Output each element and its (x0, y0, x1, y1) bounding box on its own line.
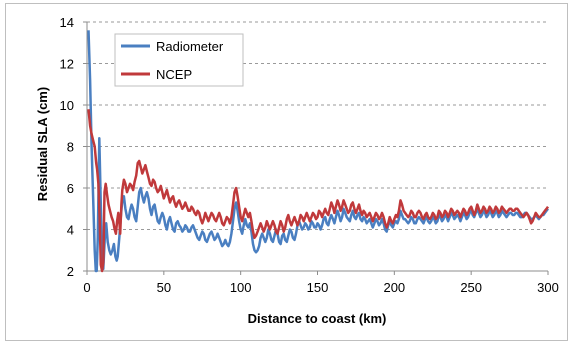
x-tick-label-250: 250 (460, 280, 482, 295)
y-tick-label-6: 6 (67, 181, 74, 196)
legend-label-ncep: NCEP (156, 67, 192, 82)
x-axis-title: Distance to coast (km) (248, 311, 387, 326)
y-tick-labels: 2 4 6 8 10 12 14 (60, 15, 87, 279)
x-tick-label-100: 100 (230, 280, 252, 295)
x-tick-label-0: 0 (83, 280, 90, 295)
x-tick-label-150: 150 (307, 280, 329, 295)
y-tick-label-14: 14 (60, 15, 74, 30)
x-tick-label-300: 300 (537, 280, 559, 295)
y-tick-label-10: 10 (60, 98, 74, 113)
x-tick-label-200: 200 (383, 280, 405, 295)
x-tick-label-50: 50 (157, 280, 171, 295)
y-tick-label-12: 12 (60, 57, 74, 72)
legend-label-radiometer: Radiometer (156, 39, 224, 54)
y-tick-label-8: 8 (67, 140, 74, 155)
x-tick-labels: 0 50 100 150 200 250 300 (83, 271, 559, 295)
series-layer (87, 30, 550, 273)
gridlines (87, 21, 548, 230)
series-line-ncep (87, 109, 550, 273)
y-axis-title: Residual SLA (cm) (35, 87, 50, 201)
legend-box (114, 33, 244, 87)
y-tick-label-4: 4 (67, 223, 74, 238)
series-line-radiometer (87, 30, 549, 273)
y-tick-label-2: 2 (67, 264, 74, 279)
legend: Radiometer NCEP (114, 33, 244, 87)
